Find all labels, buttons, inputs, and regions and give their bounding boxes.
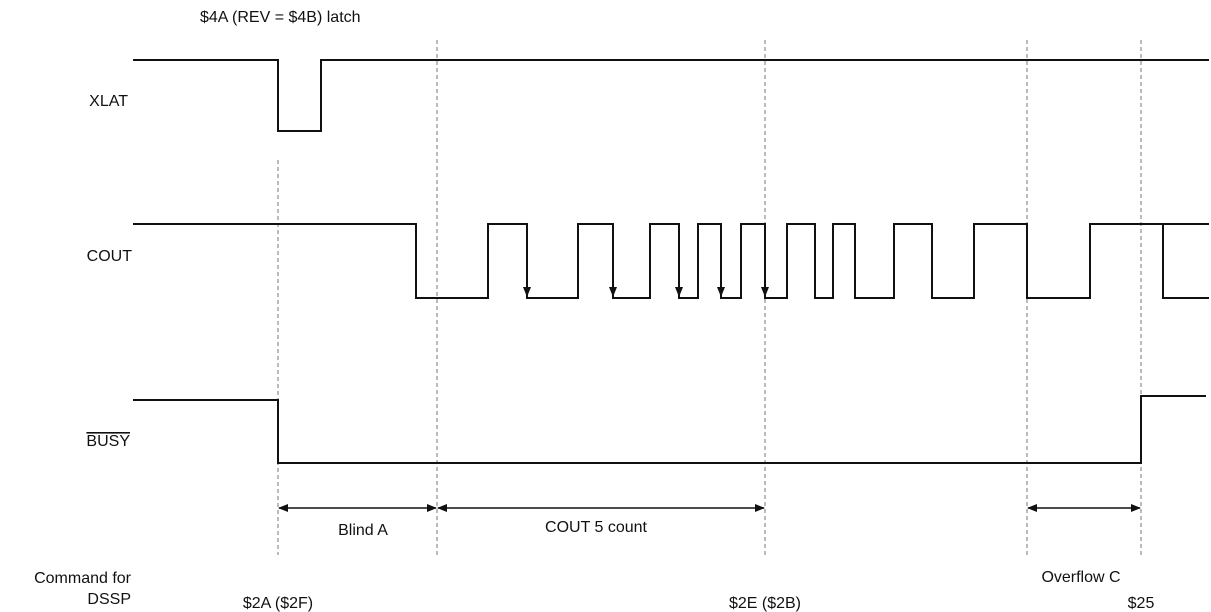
signal-label-busy: BUSY bbox=[86, 433, 130, 450]
cout-count-arrows bbox=[523, 262, 769, 297]
guide-lines bbox=[277, 40, 1142, 555]
command-value: $2A ($2F) bbox=[243, 595, 313, 612]
xlat-waveform bbox=[133, 59, 1209, 132]
cout-waveform bbox=[133, 223, 1209, 299]
xlat-latch-annotation: $4A (REV = $4B) latch bbox=[200, 9, 361, 26]
signal-label-xlat: XLAT bbox=[89, 93, 128, 110]
interval-label-overflow-c: Overflow C bbox=[1041, 569, 1120, 586]
command-label-line2: DSSP bbox=[87, 591, 131, 608]
command-value: $2E ($2B) bbox=[729, 595, 801, 612]
interval-label-cout-count: COUT 5 count bbox=[545, 519, 648, 536]
interval-label-blind-a: Blind A bbox=[338, 522, 388, 539]
command-label-line1: Command for bbox=[34, 570, 132, 587]
busy-waveform bbox=[133, 395, 1206, 464]
command-value: $25 bbox=[1128, 595, 1155, 612]
signal-label-cout: COUT bbox=[87, 248, 133, 265]
